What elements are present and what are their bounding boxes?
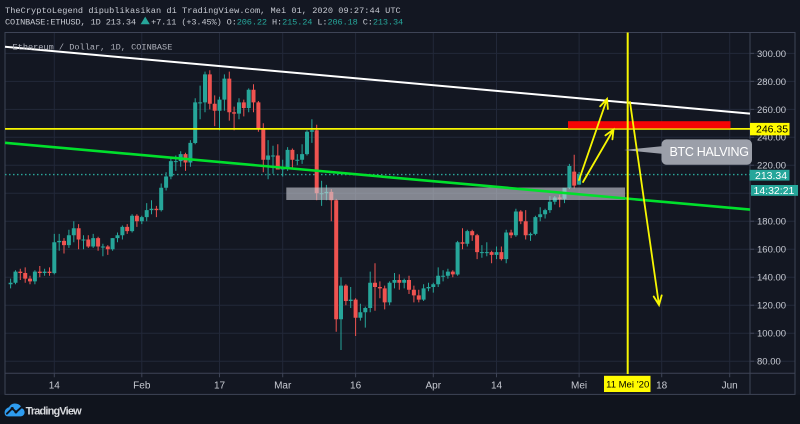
svg-text:213.34: 213.34 — [755, 170, 787, 182]
svg-text:TheCryptoLegend dipublikasikan: TheCryptoLegend dipublikasikan di Tradin… — [5, 6, 401, 16]
svg-text:120.00: 120.00 — [757, 301, 786, 312]
svg-text:80.00: 80.00 — [757, 357, 781, 368]
svg-text:160.00: 160.00 — [757, 245, 786, 256]
svg-text:TradingView: TradingView — [26, 406, 83, 418]
svg-text:18: 18 — [656, 381, 668, 392]
svg-text:246.35: 246.35 — [756, 124, 788, 136]
svg-text:280.00: 280.00 — [757, 77, 786, 88]
svg-text:Mei: Mei — [571, 381, 587, 392]
svg-text:180.00: 180.00 — [757, 217, 786, 228]
svg-text:Feb: Feb — [133, 381, 151, 392]
svg-text:BTC HALVING: BTC HALVING — [670, 145, 749, 159]
svg-text:Mar: Mar — [274, 381, 292, 392]
svg-text:300.00: 300.00 — [757, 49, 786, 60]
svg-text:240.00: 240.00 — [757, 133, 786, 144]
svg-text:Jun: Jun — [722, 381, 738, 392]
svg-text:Apr: Apr — [426, 381, 442, 392]
svg-text:14:32:21: 14:32:21 — [754, 185, 795, 197]
svg-text:140.00: 140.00 — [757, 273, 786, 284]
svg-text:14: 14 — [49, 381, 61, 392]
svg-text:Ethereum / Dollar, 1D, COINBAS: Ethereum / Dollar, 1D, COINBASE — [13, 43, 173, 53]
svg-text:16: 16 — [350, 381, 362, 392]
svg-text:17: 17 — [214, 381, 226, 392]
svg-text:COINBASE:ETHUSD, 1D 213.34 +: COINBASE:ETHUSD, 1D 213.34 +7.11 (+3.45%… — [5, 17, 403, 27]
svg-text:260.00: 260.00 — [757, 105, 786, 116]
svg-text:11 Mei ’20: 11 Mei ’20 — [606, 379, 649, 390]
svg-text:14: 14 — [491, 381, 503, 392]
svg-text:100.00: 100.00 — [757, 329, 786, 340]
svg-text:220.00: 220.00 — [757, 161, 786, 172]
